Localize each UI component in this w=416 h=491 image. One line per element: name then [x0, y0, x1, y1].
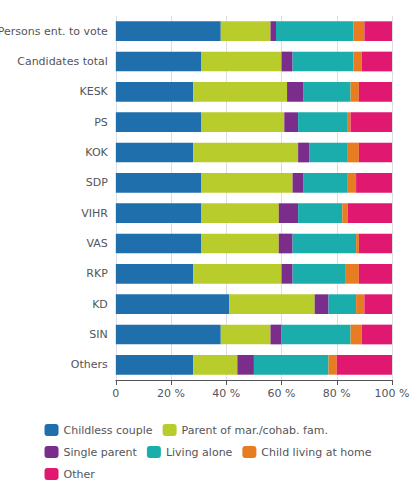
svg-text:Living alone: Living alone [166, 446, 233, 459]
svg-text:SDP: SDP [86, 176, 108, 189]
svg-text:VAS: VAS [86, 237, 107, 250]
svg-text:40 %: 40 % [212, 387, 240, 400]
svg-text:Other: Other [64, 468, 96, 481]
svg-text:80 %: 80 % [323, 387, 351, 400]
svg-text:Child living at home: Child living at home [261, 446, 371, 459]
svg-text:Parent of mar./cohab. fam.: Parent of mar./cohab. fam. [182, 424, 328, 437]
svg-text:0: 0 [112, 387, 119, 400]
svg-text:KESK: KESK [79, 85, 108, 98]
svg-text:Childless couple: Childless couple [64, 424, 153, 437]
svg-text:SIN: SIN [89, 328, 107, 341]
svg-text:Single parent: Single parent [64, 446, 138, 459]
svg-text:60 %: 60 % [268, 387, 296, 400]
svg-text:KD: KD [92, 298, 108, 311]
svg-text:RKP: RKP [86, 267, 108, 280]
svg-text:PS: PS [94, 116, 108, 129]
svg-text:20 %: 20 % [157, 387, 185, 400]
svg-text:100 %: 100 % [375, 387, 410, 400]
svg-text:KOK: KOK [85, 146, 108, 159]
svg-text:Others: Others [71, 358, 108, 371]
svg-text:Persons ent. to vote: Persons ent. to vote [0, 25, 108, 38]
svg-text:VIHR: VIHR [81, 207, 108, 220]
svg-text:Candidates total: Candidates total [17, 55, 108, 68]
